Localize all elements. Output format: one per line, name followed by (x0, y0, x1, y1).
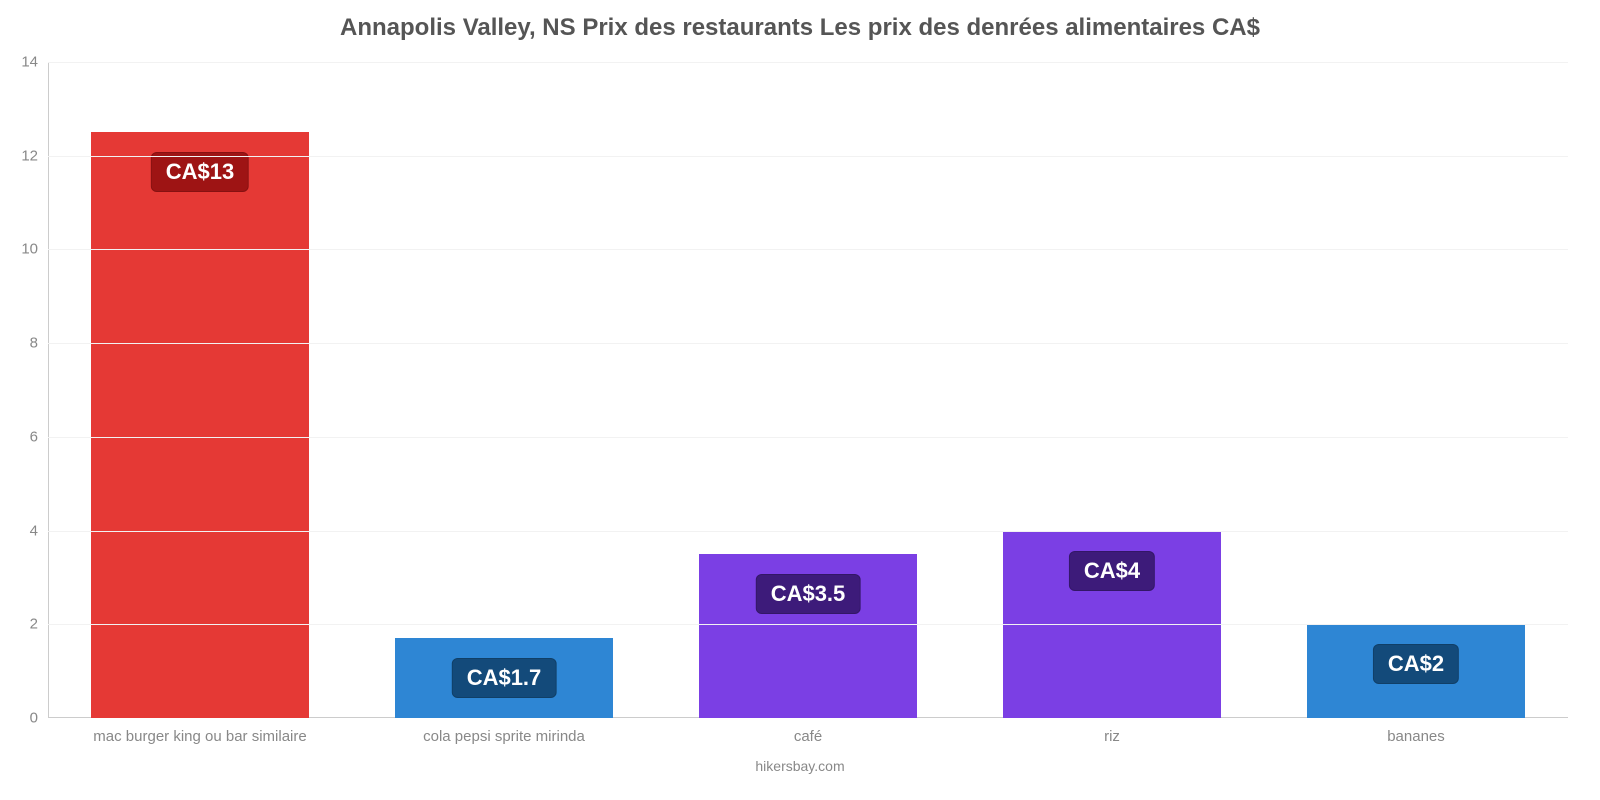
bar-rect (91, 132, 310, 718)
bar: CA$13 (91, 132, 310, 718)
x-tick: bananes (1387, 718, 1445, 745)
bar: CA$1.7 (395, 638, 614, 718)
y-tick: 14 (21, 54, 48, 71)
y-tick: 10 (21, 241, 48, 258)
x-tick: mac burger king ou bar similaire (93, 718, 306, 745)
bar-value-label: CA$13 (151, 152, 249, 192)
bar-value-label: CA$2 (1373, 644, 1459, 684)
price-bar-chart: Annapolis Valley, NS Prix des restaurant… (0, 0, 1600, 800)
bar-value-label: CA$3.5 (756, 574, 861, 614)
grid-line (48, 156, 1568, 157)
grid-line (48, 437, 1568, 438)
y-tick: 6 (30, 428, 48, 445)
grid-line (48, 249, 1568, 250)
plot-area: CA$13CA$1.7CA$3.5CA$4CA$2 02468101214mac… (48, 62, 1568, 718)
y-tick: 2 (30, 616, 48, 633)
x-tick: café (794, 718, 822, 745)
x-tick: cola pepsi sprite mirinda (423, 718, 585, 745)
grid-line (48, 343, 1568, 344)
chart-title: Annapolis Valley, NS Prix des restaurant… (0, 0, 1600, 42)
grid-line (48, 624, 1568, 625)
y-tick: 4 (30, 522, 48, 539)
y-tick: 8 (30, 335, 48, 352)
bars-layer: CA$13 CA$1.7 CA$3.5 CA$4 CA$2 (48, 62, 1568, 718)
grid-line (48, 62, 1568, 63)
bar-value-label: CA$1.7 (452, 658, 557, 698)
x-tick: riz (1104, 718, 1120, 745)
y-tick: 12 (21, 147, 48, 164)
bar: CA$2 (1307, 624, 1526, 718)
bar: CA$3.5 (699, 554, 918, 718)
source-label: hikersbay.com (755, 758, 844, 774)
y-tick: 0 (30, 710, 48, 727)
bar-value-label: CA$4 (1069, 551, 1155, 591)
grid-line (48, 531, 1568, 532)
